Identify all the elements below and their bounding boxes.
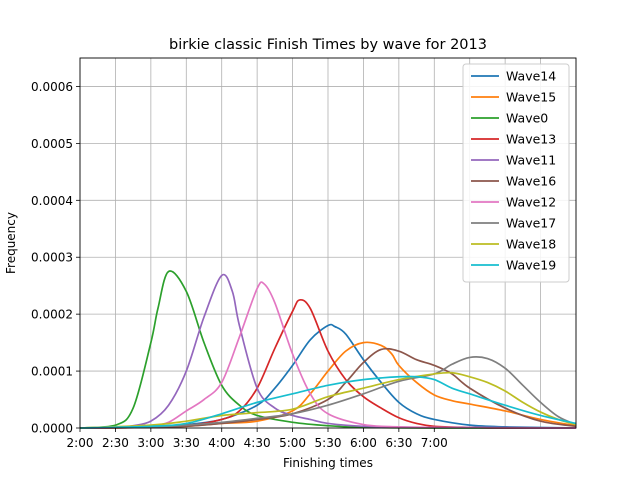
legend-label: Wave18 (506, 237, 556, 252)
x-tick-label: 5:00 (279, 436, 306, 450)
legend-label: Wave19 (506, 258, 556, 273)
legend-label: Wave14 (506, 69, 556, 84)
x-tick-label: 5:30 (315, 436, 342, 450)
chart-title: birkie classic Finish Times by wave for … (169, 37, 487, 53)
y-tick-label: 0.0001 (31, 365, 73, 379)
y-tick-label: 0.0006 (31, 80, 73, 94)
series-line-wave19 (79, 375, 577, 429)
y-tick-label: 0.0002 (31, 308, 73, 322)
x-tick-label: 2:30 (102, 436, 129, 450)
series-line-wave16 (79, 347, 577, 429)
series-line-wave0 (79, 270, 576, 429)
x-tick-label: 3:00 (137, 436, 164, 450)
y-tick-label: 0.0004 (31, 194, 73, 208)
legend-label: Wave0 (506, 111, 548, 126)
series-line-wave17 (79, 356, 577, 429)
y-axis-label: Frequency (4, 212, 18, 274)
series-line-wave13 (79, 298, 576, 429)
y-tick-label: 0.0003 (31, 251, 73, 265)
x-axis-ticks: 2:00 2:30 3:00 3:30 4:00 4:30 5:00 5:30 6:00 6:30… (67, 428, 448, 450)
y-tick-label: 0.0000 (31, 422, 73, 436)
legend-label: Wave12 (506, 195, 556, 210)
legend-label: Wave17 (506, 216, 556, 231)
legend: Wave14 Wave15 Wave0 Wave13 Wave11 Wave16 Wave1… (462, 63, 570, 283)
series-line-wave11 (79, 273, 577, 429)
x-tick-label: 6:30 (385, 436, 412, 450)
legend-label: Wave13 (506, 132, 556, 147)
series-line-wave12 (79, 281, 577, 429)
x-tick-label: 4:30 (244, 436, 271, 450)
series-lines (79, 270, 577, 429)
x-tick-label: 7:00 (421, 436, 448, 450)
legend-label: Wave15 (506, 90, 556, 105)
x-tick-label: 3:30 (173, 436, 200, 450)
legend-label: Wave11 (506, 153, 556, 168)
y-axis-ticks: 0.0000 0.0001 0.0002 0.0003 0.0004 0.0005 0.00… (31, 80, 80, 436)
legend-label: Wave16 (506, 174, 556, 189)
x-axis-label: Finishing times (283, 456, 373, 470)
y-tick-label: 0.0005 (31, 137, 73, 151)
x-tick-label: 4:00 (208, 436, 235, 450)
x-tick-label: 2:00 (67, 436, 94, 450)
x-tick-label: 6:00 (350, 436, 377, 450)
